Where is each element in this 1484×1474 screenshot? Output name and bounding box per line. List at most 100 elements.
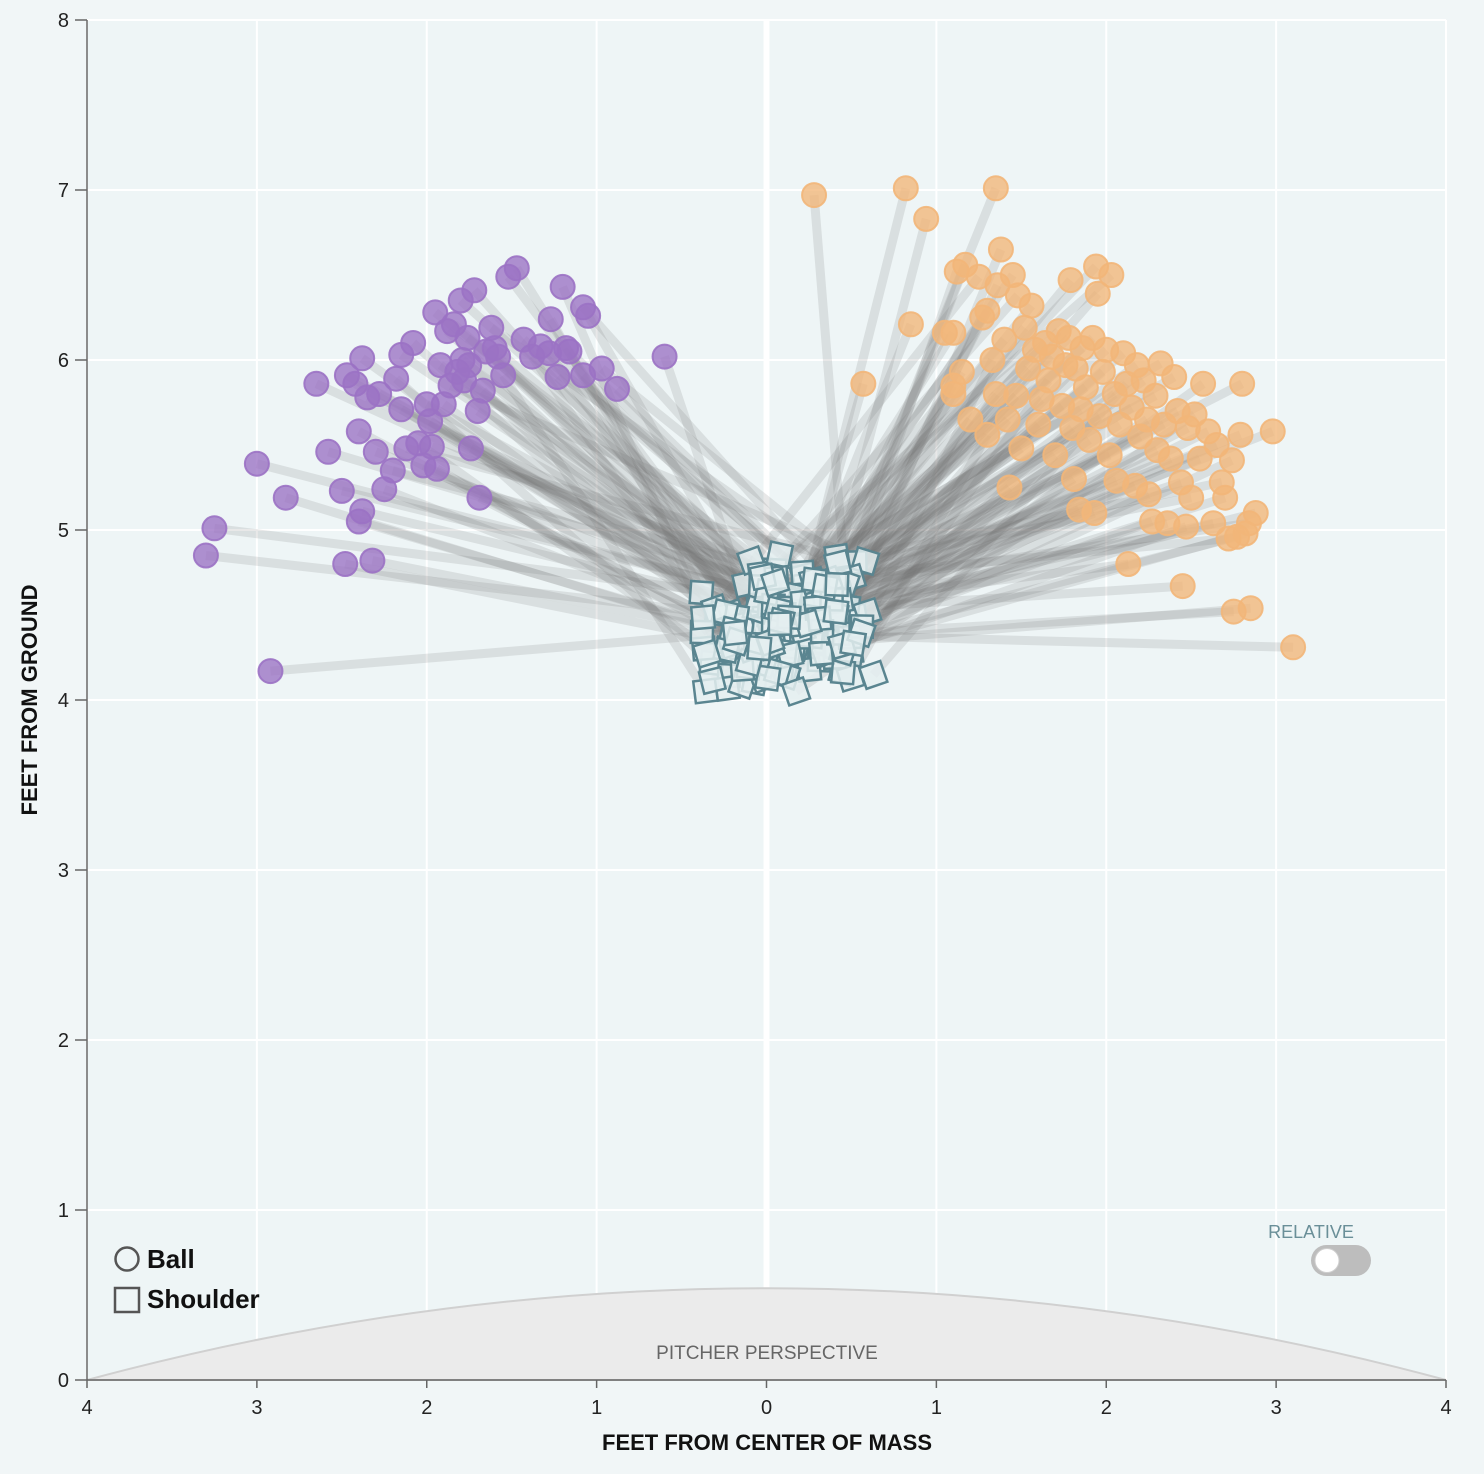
connector-line [393,375,715,667]
ball-point [201,515,228,542]
connector-line [340,486,812,610]
y-tick-label: 3 [58,860,69,882]
legend-ball-label: Ball [147,1244,195,1274]
connector-line [833,508,1096,619]
ball-point [469,377,496,404]
ball-point [1135,481,1162,508]
ball-point [987,236,1014,263]
connector-line [437,361,763,591]
ball-point [850,370,877,397]
ball-point [192,542,219,569]
ball-point [996,474,1023,501]
connector-line [809,194,850,584]
ball-point [892,175,919,202]
ball-markers [192,175,1307,685]
ball-point [315,438,342,465]
connector-line [834,440,1219,616]
shoulder-point [746,634,773,662]
ball-point [1242,500,1269,526]
ball-point [1190,370,1217,397]
connector-line [391,466,776,575]
ball-point [423,455,450,482]
connector-line [851,529,1247,648]
ball-point [651,343,678,370]
ball-point [1115,551,1142,577]
ball-point [940,319,967,346]
ball-point [1057,267,1084,294]
legend-shoulder-icon [113,1286,141,1314]
mound-label: PITCHER PERSPECTIVE [656,1343,878,1364]
ball-point [388,396,415,423]
connector-line [494,353,765,625]
relative-toggle[interactable]: RELATIVE [1268,1222,1371,1276]
ball-point [1237,595,1264,622]
x-tick-label: 0 [761,1397,772,1419]
ball-point [1227,421,1254,448]
ball-point [366,381,393,407]
shoulder-point [697,665,728,696]
shoulder-point [839,629,868,658]
x-tick-label: 4 [81,1397,92,1419]
ball-point [272,484,299,511]
ball-point [454,324,481,351]
ball-point [974,421,1001,448]
ball-point [940,381,967,407]
ball-point [457,435,484,462]
ball-point [1072,374,1099,401]
x-axis-title: FEET FROM CENTER OF MASS [602,1430,932,1455]
y-tick-label: 7 [58,180,69,202]
ball-point [257,658,284,685]
ball-point [1178,484,1205,511]
ball-point [303,370,330,397]
shoulder-point [822,597,850,626]
connector-line [813,432,1143,612]
connector-line [579,304,846,598]
y-tick-label: 0 [58,1370,69,1392]
ball-point [466,484,493,511]
connector-line [812,373,1177,584]
connector-line [448,381,868,566]
ball-point [418,433,445,460]
connector-line [466,361,800,651]
shoulder-point [780,675,812,708]
ball-point [982,175,1009,202]
y-tick-label: 8 [58,10,69,32]
ball-point [332,551,359,577]
ball-point [1200,510,1227,537]
ball-point [359,547,386,574]
legend: Ball Shoulder [113,1244,260,1314]
ball-point [1098,262,1125,288]
ball-point [948,358,975,385]
ball-point [1280,634,1307,661]
connector-line [483,348,762,612]
ball-point [575,302,602,329]
connector-line [817,424,1190,623]
y-axis-title: FEET FROM GROUND [17,585,42,816]
ball-point [243,450,270,477]
relative-toggle-label: RELATIVE [1268,1222,1354,1242]
ball-point [1229,370,1256,397]
y-tick-label: 1 [58,1200,69,1222]
toggle-knob[interactable] [1314,1248,1340,1273]
shoulder-markers [688,540,889,708]
ball-point [801,182,828,209]
shoulder-point [759,567,791,598]
connector-line [847,475,1077,641]
legend-shoulder-label: Shoulder [147,1284,260,1314]
ball-point [456,352,483,379]
ball-point [1089,358,1116,385]
ball-point [379,457,406,484]
shoulder-point [691,638,723,670]
ball-point [1018,292,1045,319]
y-tick-label: 6 [58,350,69,372]
ball-point [1025,411,1052,438]
ball-point [490,362,517,389]
ball-point [588,355,615,382]
ball-point [1060,466,1087,492]
connector-line [860,517,1154,631]
pitcher-mound: PITCHER PERSPECTIVE [86,1287,1447,1381]
ball-point [1003,382,1030,409]
ball-point [1186,445,1213,472]
ball-point [1008,435,1035,462]
